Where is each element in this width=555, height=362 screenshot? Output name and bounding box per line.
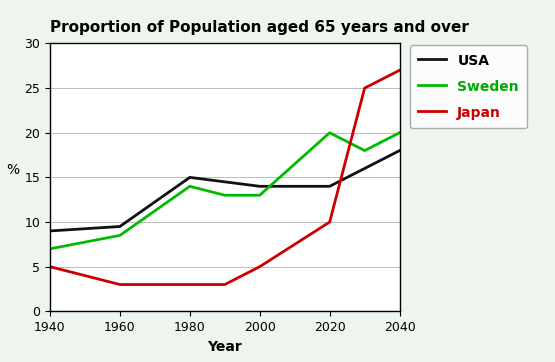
Line: Sweden: Sweden <box>50 133 400 249</box>
X-axis label: Year: Year <box>208 340 242 354</box>
Japan <box>361 86 368 90</box>
Sweden <box>326 131 333 135</box>
Sweden <box>186 184 193 189</box>
USA <box>117 224 123 229</box>
Japan <box>396 68 403 72</box>
Sweden <box>396 131 403 135</box>
Japan <box>256 265 263 269</box>
Line: USA: USA <box>50 151 400 231</box>
Legend: USA, Sweden, Japan: USA, Sweden, Japan <box>410 45 527 129</box>
Line: Japan: Japan <box>50 70 400 285</box>
Sweden <box>256 193 263 197</box>
Japan <box>186 282 193 287</box>
Text: Proportion of Population aged 65 years and over: Proportion of Population aged 65 years a… <box>50 20 469 35</box>
Y-axis label: %: % <box>7 163 20 177</box>
Sweden <box>117 233 123 237</box>
USA <box>47 229 53 233</box>
USA <box>396 148 403 153</box>
USA <box>221 180 228 184</box>
Japan <box>326 220 333 224</box>
Japan <box>117 282 123 287</box>
Sweden <box>47 247 53 251</box>
USA <box>186 175 193 180</box>
USA <box>326 184 333 189</box>
Japan <box>47 265 53 269</box>
USA <box>256 184 263 189</box>
USA <box>361 166 368 171</box>
Sweden <box>361 148 368 153</box>
Japan <box>221 282 228 287</box>
Sweden <box>221 193 228 197</box>
